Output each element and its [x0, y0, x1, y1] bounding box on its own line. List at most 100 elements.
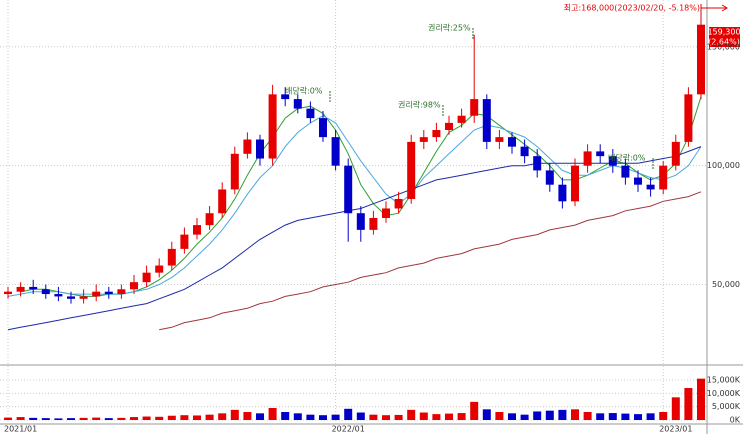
y-tick-label: 0K [730, 416, 741, 425]
x-tick-label: 2022/01 [332, 425, 365, 434]
candle-body [520, 146, 529, 157]
volume-bar [180, 415, 189, 420]
candle-body [545, 170, 554, 185]
y-tick-label: 100,000 [707, 161, 740, 170]
candle-body [29, 286, 38, 290]
candle-body [130, 282, 138, 290]
candle-body [306, 108, 315, 119]
volume-bar [482, 409, 491, 420]
volume-bar [205, 414, 214, 420]
candle-body [394, 198, 403, 209]
candle-body [533, 156, 542, 171]
change-label: (2.64%) [708, 38, 740, 47]
candle-body [457, 115, 466, 123]
y-tick-label: 150,000 [707, 42, 740, 51]
volume-bar [167, 415, 176, 420]
volume-bar [4, 417, 12, 420]
volume-bar [508, 413, 516, 420]
x-tick-label: 2021/01 [4, 425, 37, 434]
candle-body [293, 99, 302, 109]
volume-bar [104, 418, 113, 420]
volume-bar [79, 417, 88, 420]
volume-bar [256, 413, 264, 420]
volume-bar [16, 417, 25, 420]
volume-bar [697, 378, 705, 420]
candle-body [356, 213, 365, 230]
y-tick-label: 50,000 [712, 280, 740, 289]
candle-body [445, 122, 453, 131]
volume-bar [293, 413, 302, 420]
candle-body [16, 286, 25, 292]
volume-bar [634, 414, 642, 420]
volume-bar [596, 413, 605, 420]
candle-body [319, 118, 327, 138]
candle-body [596, 151, 605, 157]
candle-body [571, 165, 579, 202]
event-annotation: 배당락:0% [285, 86, 323, 96]
volume-bar [407, 409, 416, 420]
volume-bar [268, 408, 277, 420]
volume-bar [419, 412, 428, 420]
volume-bar [571, 409, 579, 420]
volume-bar [54, 418, 63, 420]
volume-bar [533, 411, 542, 420]
volume-bar [457, 413, 466, 420]
volume-bar [671, 397, 680, 420]
event-annotation: 권리락:98% [398, 100, 441, 110]
volume-bar [243, 412, 252, 420]
candle-body [4, 291, 12, 295]
volume-bar [281, 412, 290, 420]
volume-bar [356, 412, 365, 420]
volume-bar [331, 414, 340, 420]
candle-body [230, 153, 239, 190]
volume-bar [382, 415, 390, 420]
price-box [709, 27, 740, 47]
candle-body [54, 294, 63, 297]
x-tick-label: 2023/01 [659, 425, 692, 434]
candle-body [268, 94, 277, 159]
volume-bar [142, 416, 151, 420]
candle-body [369, 217, 378, 230]
candle-body [180, 234, 189, 249]
candle-body [634, 177, 642, 185]
volume-bar [67, 418, 75, 420]
price-label: 159,300 [707, 28, 740, 37]
volume-bar [495, 412, 504, 420]
candle-body [659, 165, 668, 190]
volume-bar [319, 415, 327, 420]
volume-bar [684, 388, 693, 420]
candle-body [41, 289, 50, 295]
volume-bar [92, 417, 101, 420]
event-annotation: 배당락:0% [608, 153, 646, 163]
candle-body [104, 291, 113, 295]
candle-body [419, 137, 428, 142]
volume-bar [155, 416, 164, 420]
volume-bar [445, 413, 453, 420]
volume-bar [432, 414, 441, 420]
candle-body [167, 248, 176, 266]
candle-body [331, 137, 340, 166]
candle-body [482, 99, 491, 142]
candle-body [646, 184, 655, 190]
candle-body [117, 289, 126, 295]
volume-bar [545, 410, 554, 420]
candle-body [583, 151, 592, 166]
candle-body [79, 296, 88, 299]
candle-body [432, 130, 441, 138]
y-tick-label: 10,000K [707, 389, 741, 398]
y-tick-label: 15,000K [707, 376, 741, 385]
volume-bar [117, 417, 126, 420]
volume-bar [369, 414, 378, 420]
high-arrow-head [721, 4, 728, 12]
volume-bar [583, 412, 592, 420]
volume-bar [558, 409, 567, 420]
volume-bar [621, 413, 630, 420]
candle-body [621, 165, 630, 178]
volume-bar [646, 413, 655, 420]
volume-bar [608, 413, 617, 420]
candle-body [697, 24, 705, 95]
candle-body [142, 272, 151, 283]
volume-bar [470, 401, 479, 420]
candle-body [508, 137, 516, 147]
